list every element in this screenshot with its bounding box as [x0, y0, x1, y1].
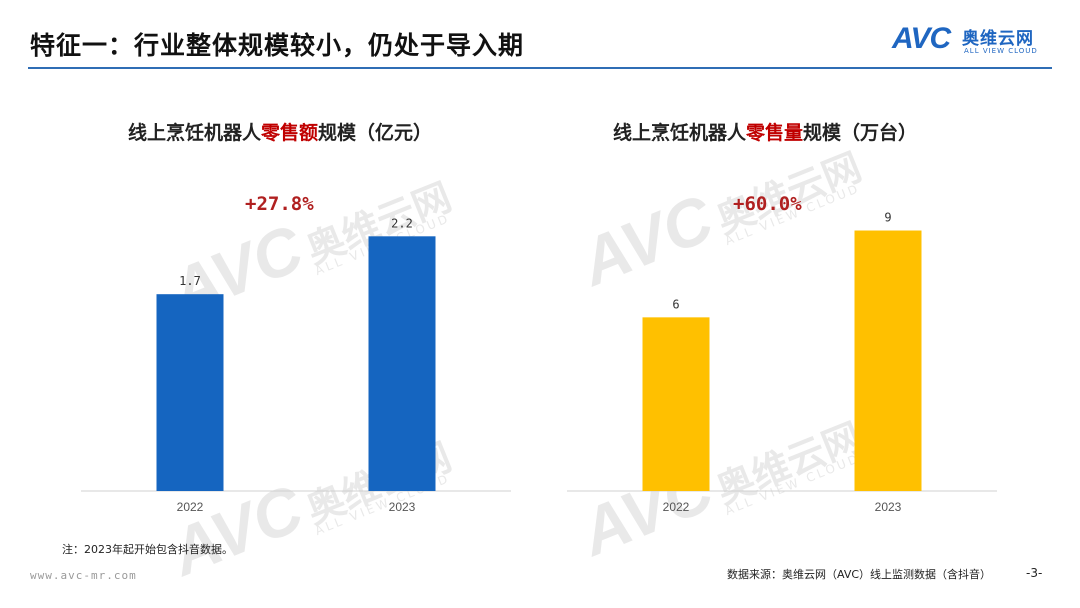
- sales-volume-bar-chart: 6 2022 9 2023: [567, 211, 997, 514]
- chart-title-sales-volume: 线上烹饪机器人零售量规模（万台）: [613, 122, 918, 144]
- website-url: www.avc-mr.com: [30, 569, 137, 582]
- data-label: 1.7: [179, 274, 201, 288]
- bar-2022: [156, 294, 224, 491]
- bar-2023: [854, 230, 922, 491]
- data-source: 数据来源：奥维云网（AVC）线上监测数据（含抖音）: [727, 568, 992, 581]
- sales-value-bar-chart: 1.7 2022 2.2 2023: [81, 216, 511, 514]
- x-tick-label: 2022: [663, 500, 690, 514]
- footnote: 注：2023年起开始包含抖音数据。: [62, 543, 233, 556]
- page-number: -3-: [1026, 566, 1043, 580]
- title-divider: [28, 67, 1052, 69]
- page-title: 特征一：行业整体规模较小，仍处于导入期: [30, 31, 525, 60]
- bar-2023: [368, 236, 436, 491]
- avc-logo: AVC 奥维云网 ALL VIEW CLOUD: [892, 22, 1057, 62]
- x-tick-label: 2022: [177, 500, 204, 514]
- logo-cn-text: 奥维云网: [962, 29, 1034, 49]
- growth-rate-sales-volume: +60.0%: [733, 193, 802, 215]
- bar-2022: [642, 317, 710, 491]
- data-label: 9: [884, 211, 891, 225]
- data-label: 2.2: [391, 216, 413, 230]
- data-label: 6: [672, 297, 679, 311]
- chart-title-sales-value: 线上烹饪机器人零售额规模（亿元）: [128, 122, 433, 144]
- logo-en-text: ALL VIEW CLOUD: [964, 47, 1038, 55]
- x-tick-label: 2023: [875, 500, 902, 514]
- x-tick-label: 2023: [389, 500, 416, 514]
- growth-rate-sales-value: +27.8%: [245, 193, 314, 215]
- logo-avc-text: AVC: [892, 22, 951, 55]
